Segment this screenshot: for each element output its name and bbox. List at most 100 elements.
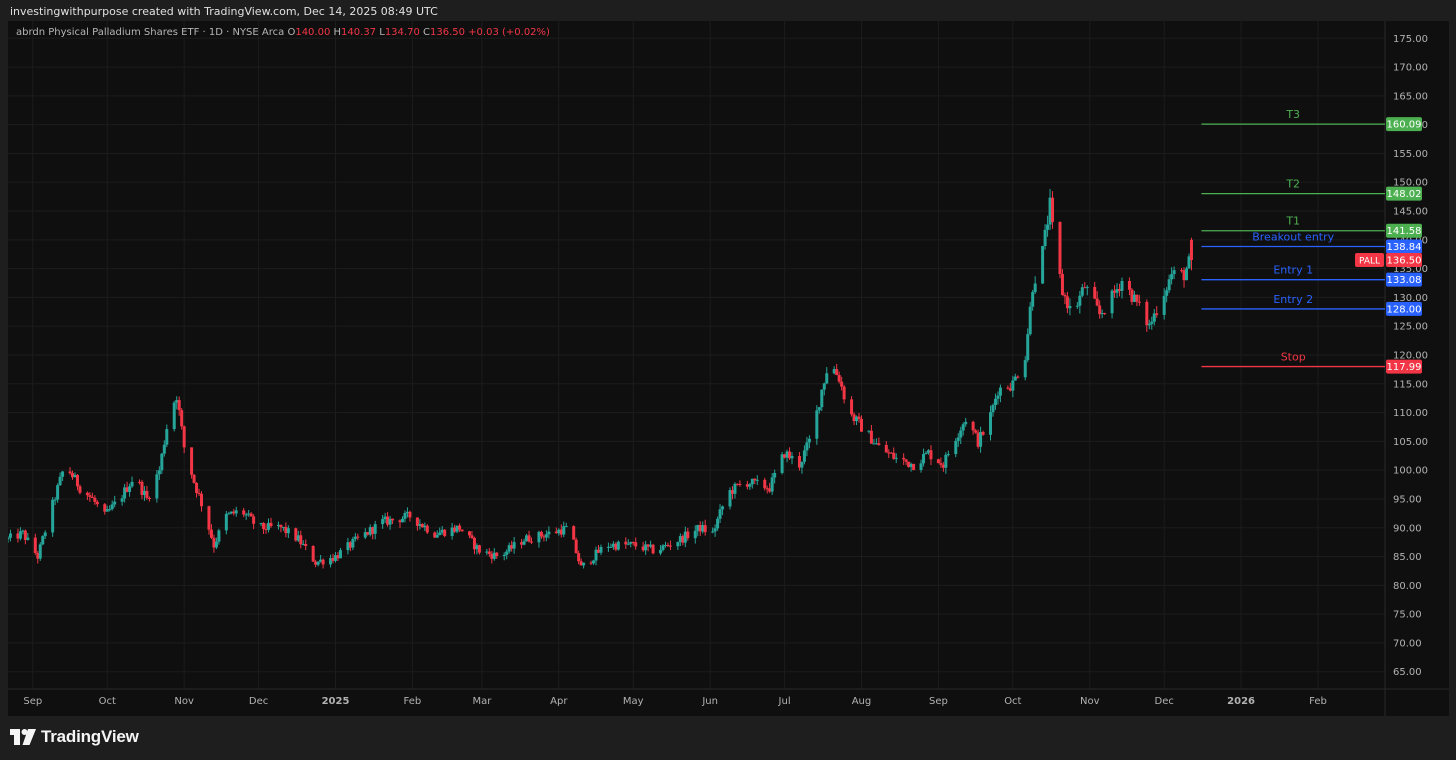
candle-body [485, 551, 489, 553]
candle-body [33, 537, 37, 553]
candle-body [820, 389, 824, 408]
candle-body [790, 455, 794, 459]
candle-body [936, 459, 940, 464]
candle-body [837, 375, 841, 382]
candle-body [681, 536, 685, 543]
candle-body [1075, 305, 1079, 307]
time-tick-label: Oct [1004, 696, 1021, 707]
candle-body [56, 485, 60, 500]
time-tick-label: Dec [249, 696, 268, 707]
candle-body [279, 524, 283, 528]
candle-body [1078, 295, 1082, 306]
candle-body [505, 551, 509, 555]
candle-body [1095, 298, 1099, 306]
candle-body [386, 516, 390, 525]
candle-body [579, 561, 583, 566]
candle-body [1115, 289, 1119, 293]
candle-body [403, 512, 407, 519]
candle-body [976, 432, 980, 447]
candle-body [319, 559, 323, 562]
candle-body [284, 526, 288, 534]
level-badge-value: 141.58 [1387, 226, 1422, 237]
candle-body [234, 510, 238, 514]
candle-body [1068, 305, 1072, 309]
candle-body [765, 488, 769, 490]
candle-body [788, 451, 792, 459]
candle-body [1041, 245, 1045, 284]
candle-body [460, 529, 464, 532]
candle-body [609, 546, 613, 548]
close-label: C [423, 27, 430, 38]
candle-body [472, 537, 476, 550]
candle-body [721, 506, 725, 510]
candle-body [1162, 295, 1166, 315]
candle-body [1127, 280, 1131, 290]
level-badge [1386, 359, 1422, 374]
candle-body [676, 542, 680, 547]
candle-body [177, 400, 181, 411]
candle-body [192, 474, 196, 483]
candle-body [946, 454, 950, 456]
time-tick-label: May [623, 696, 644, 707]
candle-body [559, 529, 563, 535]
candle-body [554, 531, 558, 534]
chart-panel[interactable]: 175.00170.00165.00160.00155.00150.00145.… [8, 21, 1449, 716]
candle-body [244, 514, 248, 516]
candle-body [443, 529, 447, 537]
candle-body [249, 513, 253, 517]
level-badge [1386, 223, 1422, 238]
time-tick-label: Mar [472, 696, 492, 707]
candle-body [663, 544, 667, 546]
price-tick-label: 175.00 [1393, 34, 1428, 45]
price-tick-label: 165.00 [1393, 91, 1428, 102]
candle-body [155, 474, 159, 499]
candle-body [425, 525, 429, 533]
candle-body [869, 430, 873, 444]
candle-body [835, 369, 839, 376]
candle-body [902, 457, 906, 460]
candle-body [232, 511, 236, 514]
chart-credit: investingwithpurpose created with Tradin… [10, 5, 438, 18]
candle-body [338, 550, 342, 559]
candle-body [36, 552, 40, 559]
candle-body [1120, 280, 1124, 291]
candle-body [383, 516, 387, 520]
price-chart[interactable]: 175.00170.00165.00160.00155.00150.00145.… [8, 21, 1449, 716]
candle-body [510, 545, 514, 549]
candle-body [408, 511, 412, 518]
candle-body [802, 450, 806, 462]
candle-body [381, 519, 385, 525]
candle-body [825, 373, 829, 384]
candle-body [512, 542, 516, 549]
candle-body [1155, 313, 1159, 315]
candle-body [964, 421, 968, 425]
candle-body [1187, 256, 1191, 269]
candle-body [85, 492, 89, 496]
candle-body [907, 461, 911, 468]
candle-body [21, 530, 25, 532]
candle-body [281, 526, 285, 528]
candle-body [1058, 221, 1062, 274]
current-price-value: 136.50 [1387, 255, 1422, 266]
candle-body [924, 452, 928, 455]
candle-body [892, 452, 896, 459]
candle-body [105, 509, 109, 512]
candle-body [229, 511, 233, 514]
candle-body [125, 487, 129, 492]
time-tick-label: Nov [174, 696, 194, 707]
candle-body [95, 501, 99, 505]
candle-body [785, 451, 789, 458]
candle-body [195, 482, 199, 493]
level-badge-value: 133.08 [1387, 275, 1422, 286]
candle-body [840, 381, 844, 387]
open-value: 140.00 [295, 27, 331, 38]
candle-body [961, 424, 965, 431]
symbol-legend: abrdn Physical Palladium Shares ETF · 1D… [16, 27, 550, 38]
price-tick-label: 65.00 [1393, 667, 1422, 678]
low-value: 134.70 [384, 27, 420, 38]
candle-body [616, 541, 620, 550]
candle-body [522, 541, 526, 545]
candle-body [1182, 270, 1186, 281]
candle-body [1063, 294, 1067, 297]
candle-body [750, 478, 754, 485]
